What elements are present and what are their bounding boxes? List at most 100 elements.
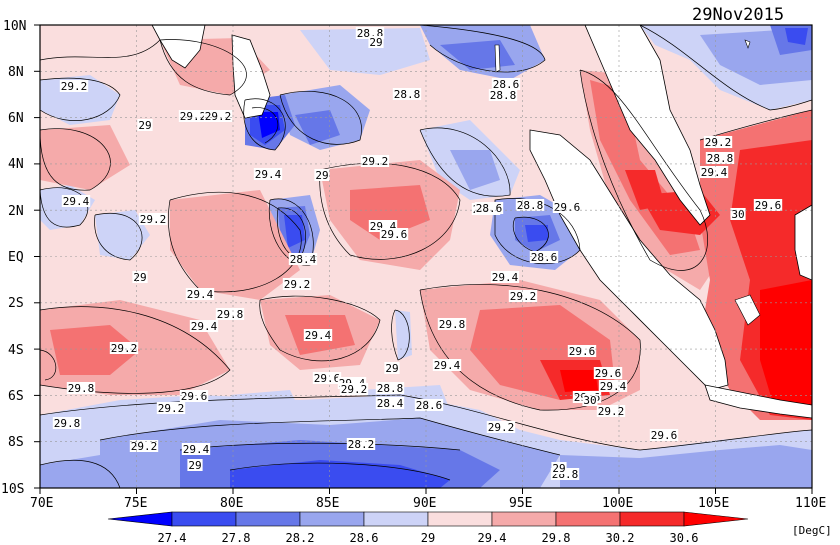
sri-lanka-land bbox=[231, 34, 271, 119]
lat-label-10s: 10S bbox=[1, 482, 24, 497]
contour-label: 29.2 bbox=[180, 110, 207, 123]
colorbar-swatch bbox=[363, 511, 429, 527]
contour-label: 29 bbox=[188, 459, 201, 472]
contour-label-bg bbox=[375, 382, 405, 394]
contour-label: 29.2 bbox=[205, 110, 232, 123]
contour-label-bg bbox=[392, 88, 422, 100]
lat-label-4s: 4S bbox=[8, 343, 24, 358]
contour-label-bg bbox=[187, 459, 203, 471]
contour-label-bg bbox=[582, 394, 598, 406]
contour-label: 29.4 bbox=[183, 443, 210, 456]
contour-label: 29.4 bbox=[600, 380, 627, 393]
contour-label-bg bbox=[137, 119, 153, 131]
date-title: 29Nov2015 bbox=[692, 5, 784, 25]
java-land bbox=[704, 384, 812, 419]
contour-label: 29.8 bbox=[68, 382, 95, 395]
contour-label-bg bbox=[730, 208, 746, 220]
colorbar-swatch bbox=[491, 511, 557, 527]
contour-label: 28.6 bbox=[531, 251, 558, 264]
contour-label: 29.4 bbox=[187, 288, 214, 301]
contour-label-bg bbox=[189, 320, 219, 332]
lon-label-95e: 95E bbox=[509, 496, 532, 511]
contour-label: 28.4 bbox=[377, 397, 404, 410]
contour-label: 29.4 bbox=[434, 359, 461, 372]
lon-label-105e: 105E bbox=[698, 496, 729, 511]
contour-label: 29 bbox=[315, 169, 328, 182]
contour-label: 29.2 bbox=[510, 290, 537, 303]
contour-label-bg bbox=[52, 417, 82, 429]
contour-label: 28.8 bbox=[517, 199, 544, 212]
contour-label: 29.6 bbox=[755, 199, 782, 212]
contour-labels: 28.82929.229.229.22928.828.628.829.229.4… bbox=[52, 27, 783, 481]
contour-label: 29.8 bbox=[439, 318, 466, 331]
colorbar-tick-label: 30.2 bbox=[606, 531, 635, 545]
contour-label-bg bbox=[178, 110, 208, 122]
contour-label: 29.2 bbox=[140, 213, 167, 226]
colorbar-labels: 27.4 27.8 28.2 28.6 29 29.4 29.8 30.2 30.6 bbox=[158, 531, 699, 545]
contour-label-bg bbox=[596, 405, 626, 417]
contour-label-bg bbox=[432, 359, 462, 371]
contour-label: 28.6 bbox=[476, 202, 503, 215]
contour-label-bg bbox=[312, 372, 342, 384]
contour-label-bg bbox=[753, 199, 783, 211]
contour-label: 28.2 bbox=[348, 438, 375, 451]
contour-label-bg bbox=[253, 168, 283, 180]
lat-label-2s: 2S bbox=[8, 296, 24, 311]
contour-label-bg bbox=[437, 318, 467, 330]
contour-label-bg bbox=[515, 199, 545, 211]
colorbar-boxes bbox=[107, 511, 749, 527]
colorbar-tick-label: 29.4 bbox=[478, 531, 507, 545]
contour-label-bg bbox=[156, 402, 186, 414]
contour-label: 29.8 bbox=[217, 308, 244, 321]
contour-label-bg bbox=[488, 89, 518, 101]
contour-label: 29.4 bbox=[191, 320, 218, 333]
contour-label-bg bbox=[346, 438, 376, 450]
colorbar-swatch bbox=[683, 511, 749, 527]
contour-label-bg bbox=[109, 342, 139, 354]
colorbar-tick-label: 27.8 bbox=[222, 531, 251, 545]
contour-label: 29 bbox=[385, 362, 398, 375]
contour-label: 29.4 bbox=[701, 166, 728, 179]
andaman-islands bbox=[494, 44, 501, 73]
contour-label: 28.8 bbox=[394, 88, 421, 101]
lon-label-75e: 75E bbox=[124, 496, 147, 511]
contour-label-bg bbox=[593, 367, 623, 379]
contour-label-bg bbox=[185, 288, 215, 300]
contour-label-bg bbox=[215, 308, 245, 320]
contour-label: 30 bbox=[583, 394, 596, 407]
contour-label-bg bbox=[59, 80, 89, 92]
contour-label-bg bbox=[567, 345, 597, 357]
contour-label: 29.6 bbox=[554, 201, 581, 214]
contour-label: 29.2 bbox=[131, 440, 158, 453]
colorbar-swatch bbox=[619, 511, 685, 527]
contour-label: 29.2 bbox=[362, 155, 389, 168]
lon-label-90e: 90E bbox=[413, 496, 436, 511]
borneo-land bbox=[794, 204, 812, 281]
grid-lines bbox=[40, 25, 812, 488]
colorbar-swatch bbox=[107, 511, 173, 527]
contour-label-bg bbox=[491, 78, 521, 90]
contour-label-bg bbox=[529, 251, 559, 263]
colorbar-swatch bbox=[235, 511, 301, 527]
contour-label: 28.8 bbox=[707, 152, 734, 165]
colorbar-swatch bbox=[555, 511, 621, 527]
contour-label-bg bbox=[138, 213, 168, 225]
contour-label-bg bbox=[414, 399, 444, 411]
contour-label: 29.4 bbox=[255, 168, 282, 181]
contour-label: 29.6 bbox=[651, 429, 678, 442]
colorbar-swatch bbox=[427, 511, 493, 527]
contour-label: 30 bbox=[731, 208, 744, 221]
contour-label: 29.2 bbox=[488, 421, 515, 434]
lat-label-4n: 4N bbox=[8, 157, 24, 172]
contour-label-bg bbox=[66, 382, 96, 394]
contour-label-bg bbox=[649, 429, 679, 441]
contour-label: 29.2 bbox=[341, 383, 368, 396]
contour-label-bg bbox=[598, 380, 628, 392]
lon-label-100e: 100E bbox=[602, 496, 633, 511]
contour-label-bg bbox=[303, 329, 333, 341]
contour-label: 29.2 bbox=[158, 402, 185, 415]
small-island-1 bbox=[744, 39, 751, 49]
sst-field: 28.82929.229.229.22928.828.628.829.229.4… bbox=[40, 25, 812, 488]
unit-label: [DegC] bbox=[792, 524, 832, 537]
